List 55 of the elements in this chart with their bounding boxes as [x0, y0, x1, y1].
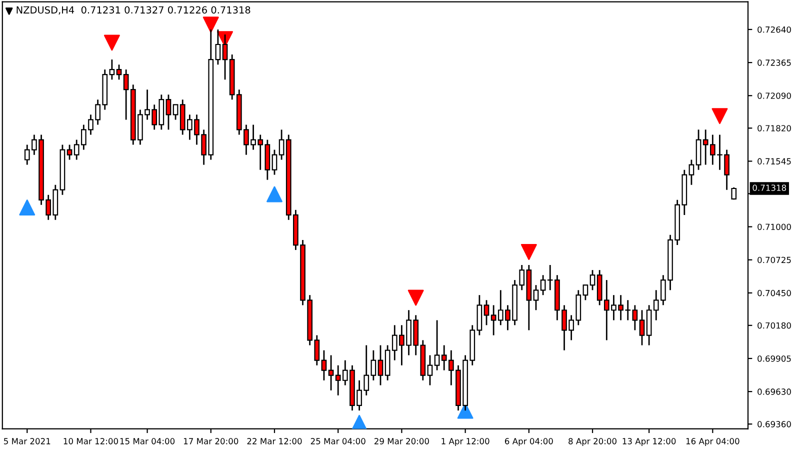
y-tick-label: 0.72365 — [758, 60, 791, 66]
x-tick-label: 8 Apr 20:00 — [568, 438, 616, 446]
candlestick — [731, 186, 737, 200]
candlestick — [172, 104, 178, 120]
candlestick — [370, 350, 376, 382]
candlestick — [215, 28, 221, 66]
point — [202, 16, 219, 33]
text: 0.71318 — [752, 184, 786, 191]
x-tick-label: 5 Mar 2021 — [4, 438, 50, 444]
x-tick-label: 10 Mar 12:00 — [64, 438, 118, 444]
candlestick — [427, 354, 433, 386]
candlestick — [540, 274, 546, 296]
y-tick-label: 0.71000 — [758, 224, 791, 230]
y-tick-label: 0.69905 — [758, 355, 791, 362]
point — [520, 244, 537, 260]
candlestick — [533, 284, 539, 311]
x-tick-label: 17 Mar 20:00 — [184, 438, 238, 444]
y-tick-label: 0.70450 — [758, 290, 791, 296]
y-tick-label: 0.69360 — [758, 421, 791, 428]
x-tick-label: 29 Mar 20:00 — [374, 438, 429, 444]
y-tick-label: 0.70180 — [758, 322, 791, 329]
candlestick — [109, 58, 115, 80]
candlestick — [378, 344, 384, 386]
point — [266, 186, 282, 202]
candlestick — [272, 149, 278, 176]
candlestick — [639, 309, 645, 346]
x-tick-label: 6 Apr 04:00 — [504, 438, 553, 446]
candlestick — [116, 64, 122, 80]
y-tick-label: 0.71820 — [758, 125, 791, 132]
y-tick-label: 0.70725 — [758, 256, 791, 264]
candlestick — [582, 284, 588, 301]
x-tick-label: 25 Mar 04:00 — [310, 438, 366, 444]
candlestick — [66, 144, 72, 160]
point — [19, 200, 36, 216]
x-tick-label: 22 Mar 12:00 — [247, 438, 302, 444]
candlestick — [688, 159, 694, 186]
y-tick-label: 0.72090 — [758, 92, 791, 99]
point — [712, 108, 728, 124]
candlestick — [484, 299, 490, 326]
candlestick — [328, 354, 334, 392]
y-tick-label: 0.71545 — [758, 158, 791, 164]
y-tick-label: 0.72640 — [758, 26, 791, 33]
candlestick — [590, 269, 596, 291]
x-tick-label: 13 Apr 12:00 — [622, 438, 676, 446]
candlestick — [434, 320, 440, 371]
chart-title: NZDUSD,H4 0.71231 0.71327 0.71226 0.71318 — [16, 6, 250, 15]
point — [408, 290, 424, 306]
point — [104, 34, 120, 51]
x-tick-label: 1 Apr 12:00 — [442, 438, 490, 446]
y-tick-label: 0.69630 — [758, 388, 791, 395]
candlestick — [321, 350, 327, 382]
x-tick-label: 15 Mar 04:00 — [120, 438, 175, 444]
x-tick-label: 16 Apr 04:00 — [686, 438, 740, 446]
candlestick — [278, 128, 284, 160]
candlestick — [166, 94, 172, 130]
